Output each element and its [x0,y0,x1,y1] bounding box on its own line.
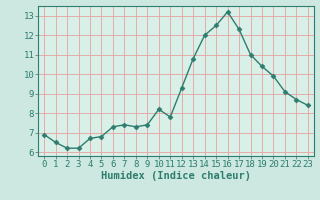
X-axis label: Humidex (Indice chaleur): Humidex (Indice chaleur) [101,171,251,181]
